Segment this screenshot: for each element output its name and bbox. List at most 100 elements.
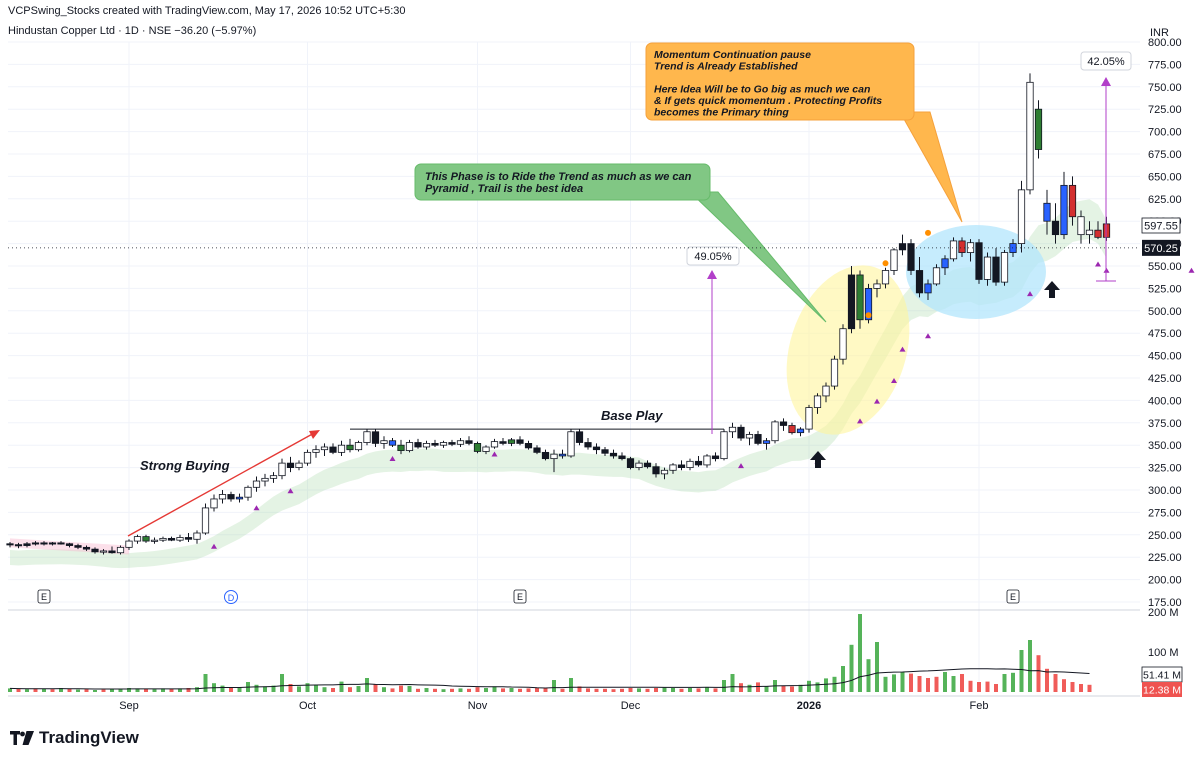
price-tick-label: 675.00 [1148, 149, 1182, 161]
candle-body [184, 537, 193, 540]
candle-body [482, 446, 490, 452]
candle-body [312, 449, 320, 453]
candle [278, 458, 286, 480]
candle [720, 429, 728, 461]
volume-bar [790, 686, 794, 692]
measure-label-box [1080, 51, 1132, 71]
volume-bar [543, 687, 548, 692]
candle-body [796, 428, 805, 434]
volume-bar [747, 684, 752, 692]
momentum-callout-text: & If gets quick momentum . Protecting Pr… [654, 95, 882, 107]
candle [643, 460, 652, 469]
candle-body [329, 446, 337, 453]
volume-bar [76, 689, 80, 692]
candle [533, 445, 541, 455]
brand[interactable]: TradingView [10, 728, 139, 748]
candle-body [14, 544, 23, 547]
candle [550, 449, 558, 473]
triangle-marker [874, 398, 880, 404]
volume-bar [968, 680, 973, 692]
dividend-marker-label: D [228, 593, 235, 603]
measure-arrowhead [707, 270, 717, 279]
volume-bar [237, 687, 242, 692]
volume-bar [484, 688, 488, 692]
candle-body [805, 407, 813, 430]
candle-body [210, 498, 218, 509]
candle-body [91, 548, 99, 553]
candle [737, 424, 745, 441]
volume-bar [620, 688, 624, 692]
candle [235, 493, 244, 503]
candle [23, 541, 31, 548]
candle-body [40, 542, 48, 545]
candle-body [116, 546, 125, 554]
volume-bar [118, 689, 123, 692]
candle-body [992, 256, 1000, 283]
candle-body [244, 486, 252, 498]
volume-bar [467, 688, 471, 692]
strong-buying-label: Strong Buying [140, 458, 230, 473]
triangle-marker [211, 543, 217, 549]
strong-buying-arrowhead [309, 430, 320, 439]
time-tick-label: 2026 [797, 700, 821, 712]
volume-bar [552, 680, 556, 692]
candle-body [822, 385, 830, 397]
candle-body [813, 395, 822, 408]
candle [422, 440, 431, 450]
candle [329, 443, 337, 455]
candle-body [856, 274, 864, 321]
candle-body [890, 249, 898, 271]
candle [584, 438, 592, 450]
volume-bar [203, 674, 208, 692]
candle [1017, 180, 1026, 253]
volume-bar [645, 688, 650, 692]
volume-bar [739, 683, 743, 692]
candle [490, 438, 499, 449]
triangle-marker [857, 418, 863, 424]
candle-body [269, 475, 278, 479]
candle [983, 252, 992, 286]
candle [269, 472, 278, 483]
candle-body [533, 447, 541, 453]
volume-bar [900, 672, 905, 692]
momentum-callout-text: becomes the Primary thing [654, 107, 789, 119]
symbol-line[interactable]: Hindustan Copper Ltd · 1D · NSE −36.20 (… [8, 25, 257, 37]
dividend-marker [224, 590, 238, 604]
orange-dot-marker [865, 312, 872, 319]
price-tick-label: 500.00 [1148, 306, 1182, 318]
orange-dot-marker [925, 229, 931, 236]
candle [142, 534, 150, 543]
price-tick-label: 275.00 [1148, 507, 1182, 519]
volume-bar [127, 688, 131, 692]
candle [14, 542, 23, 549]
candle [295, 460, 303, 471]
candle-body [958, 240, 966, 253]
time-axis[interactable]: Sep Oct Nov Dec 2026 Feb E D E E [37, 589, 1020, 712]
volume-bar [263, 686, 267, 692]
candle-body [949, 240, 958, 260]
candle-body [448, 442, 456, 445]
time-tick-label: Feb [970, 700, 989, 712]
volume-bar [1079, 684, 1083, 692]
candle [660, 467, 669, 480]
volume-bars[interactable] [8, 614, 1092, 692]
earnings-marker [513, 589, 527, 604]
candle [159, 536, 167, 542]
volume-last-label: 12.38 M [1143, 685, 1181, 697]
candle [558, 449, 567, 459]
candle-body [771, 421, 779, 442]
volume-bar [135, 688, 140, 692]
price-tick-label: 375.00 [1148, 418, 1182, 430]
candle-body [788, 425, 796, 434]
candle [805, 404, 813, 433]
volume-bar [178, 688, 182, 692]
volume-bar [934, 676, 939, 692]
tradingview-logo-icon [10, 731, 34, 745]
volume-bar [339, 681, 344, 692]
volume-bar [322, 687, 327, 692]
time-tick-label: Dec [621, 700, 641, 712]
candle [210, 494, 218, 512]
triangle-marker [491, 451, 498, 457]
currency-label: INR [1150, 27, 1169, 39]
